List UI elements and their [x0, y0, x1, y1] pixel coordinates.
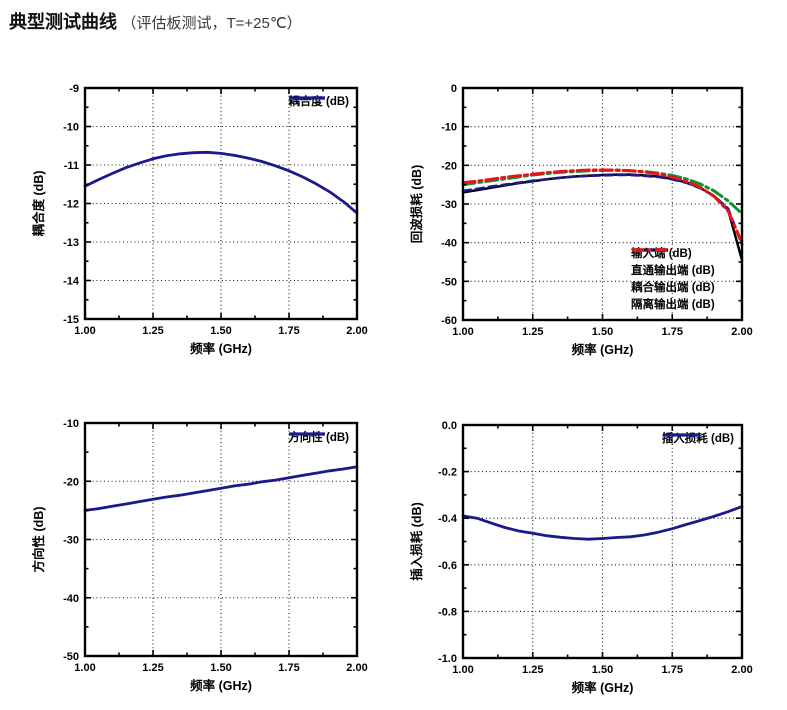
- y-tick-label: -10: [441, 122, 457, 134]
- y-tick-label: -11: [64, 160, 79, 172]
- y-tick-label: -9: [69, 83, 79, 95]
- y-tick-label: -40: [441, 238, 457, 250]
- y-tick-label: -10: [63, 122, 79, 134]
- y-tick-label: -0.2: [438, 467, 457, 479]
- chart-insertion-loss: 0.0 -0.2 -0.4 -0.6 -0.8 -1.0 1.00 1.25 1.50 1.75 2…: [393, 412, 787, 710]
- y-tick-label: -1.0: [438, 653, 457, 665]
- grid-lines: [85, 88, 357, 319]
- y-tick-label: -40: [63, 593, 79, 605]
- series-group: [461, 505, 744, 541]
- insertion-loss-plot: 0.0 -0.2 -0.4 -0.6 -0.8 -1.01.00 1.25 1.50 1.75 2…: [409, 420, 753, 695]
- chart-directivity: -10 -20 -30 -40 -50 1.00 1.25 1.50 1.75 2.00 方向性 (…: [0, 412, 394, 710]
- x-tick-label: 1.50: [210, 662, 231, 674]
- grid-lines: [85, 423, 357, 656]
- tick-labels: -9 -10 -11 -12 -13 -14 -151.00 1.25 1.50 1.75 2.00: [63, 83, 368, 337]
- series-插入损耗 (dB): [461, 505, 744, 541]
- coupling-plot: -9 -10 -11 -12 -13 -14 -151.00 1.25 1.50 1.75 2.00…: [31, 83, 368, 356]
- x-tick-label: 1.25: [142, 662, 163, 674]
- series-耦合度 (dB): [83, 150, 359, 215]
- directivity-plot: -10 -20 -30 -40 -501.00 1.25 1.50 1.75 2.00 方向性 (…: [31, 418, 368, 693]
- tick-labels: 0 -10 -20 -30 -40 -50 -601.00 1.25 1.50 1.75 2.00: [441, 83, 753, 338]
- y-tick-label: -10: [63, 418, 79, 430]
- x-tick-label: 1.50: [210, 325, 231, 337]
- x-tick-label: 1.75: [278, 662, 299, 674]
- y-axis-title: 插入损耗 (dB): [409, 502, 424, 580]
- x-tick-label: 2.00: [346, 325, 367, 337]
- x-axis-title: 频率 (GHz): [572, 680, 634, 695]
- x-tick-label: 1.75: [662, 664, 683, 676]
- axis-ticks: [462, 424, 743, 659]
- y-tick-label: -60: [441, 315, 457, 327]
- axis-ticks: [84, 422, 358, 657]
- y-tick-label: -0.6: [438, 560, 457, 572]
- y-axis-title: 方向性 (dB): [31, 507, 46, 573]
- y-axis-title: 耦合度 (dB): [31, 171, 46, 237]
- page-title-sub: （评估板测试，T=+25℃）: [121, 15, 302, 32]
- chart-return-loss: 0 -10 -20 -30 -40 -50 -60 1.00 1.25 1.50 1.75 2.00 回…: [393, 80, 787, 380]
- x-tick-label: 1.00: [74, 325, 95, 337]
- series-group: [83, 465, 359, 512]
- y-tick-label: -30: [63, 535, 79, 547]
- x-axis-title: 频率 (GHz): [572, 342, 634, 357]
- y-tick-label: 0.0: [442, 420, 457, 432]
- x-tick-label: 2.00: [731, 664, 752, 676]
- series-隔离输出端 (dB): [461, 168, 744, 245]
- page-title-main: 典型测试曲线: [9, 12, 117, 32]
- y-tick-label: -14: [63, 276, 80, 288]
- axis-ticks: [462, 87, 743, 321]
- x-tick-label: 1.25: [142, 325, 163, 337]
- x-tick-label: 2.00: [346, 662, 367, 674]
- y-tick-label: -20: [441, 160, 457, 172]
- x-axis-title: 频率 (GHz): [190, 678, 252, 693]
- x-tick-label: 1.00: [74, 662, 95, 674]
- y-tick-label: -13: [63, 237, 79, 249]
- y-tick-label: -15: [63, 314, 79, 326]
- y-tick-label: -0.8: [438, 606, 457, 618]
- x-tick-label: 2.00: [731, 326, 752, 338]
- grid-lines: [463, 88, 742, 320]
- x-tick-label: 1.25: [522, 326, 543, 338]
- series-group: [83, 150, 359, 215]
- chart-coupling: -9 -10 -11 -12 -13 -14 -15 1.00 1.25 1.50 1.75 2.00…: [0, 80, 394, 380]
- x-tick-label: 1.25: [522, 664, 543, 676]
- tick-labels: -10 -20 -30 -40 -501.00 1.25 1.50 1.75 2.00: [63, 418, 368, 674]
- x-tick-label: 1.00: [452, 664, 473, 676]
- y-tick-label: -50: [63, 651, 79, 663]
- axis-ticks: [84, 87, 358, 320]
- grid-lines: [463, 425, 742, 658]
- x-tick-label: 1.75: [278, 325, 299, 337]
- series-group: [461, 168, 744, 262]
- y-tick-label: -20: [63, 476, 79, 488]
- tick-labels: 0.0 -0.2 -0.4 -0.6 -0.8 -1.01.00 1.25 1.50 1.75 2…: [438, 420, 753, 676]
- y-tick-label: -12: [63, 199, 79, 211]
- x-tick-label: 1.00: [452, 326, 473, 338]
- page-title: 典型测试曲线 （评估板测试，T=+25℃）: [9, 8, 302, 34]
- return-loss-plot: 0 -10 -20 -30 -40 -50 -601.00 1.25 1.50 1.75 2.00 回…: [409, 83, 753, 357]
- y-tick-label: -30: [441, 199, 457, 211]
- y-tick-label: -50: [441, 276, 457, 288]
- x-tick-label: 1.75: [662, 326, 683, 338]
- series-方向性 (dB): [83, 465, 359, 512]
- y-axis-title: 回波损耗 (dB): [409, 165, 424, 243]
- x-axis-title: 频率 (GHz): [190, 341, 252, 356]
- x-tick-label: 1.50: [592, 326, 613, 338]
- y-tick-label: -0.4: [438, 513, 458, 525]
- x-tick-label: 1.50: [592, 664, 613, 676]
- y-tick-label: 0: [451, 83, 457, 95]
